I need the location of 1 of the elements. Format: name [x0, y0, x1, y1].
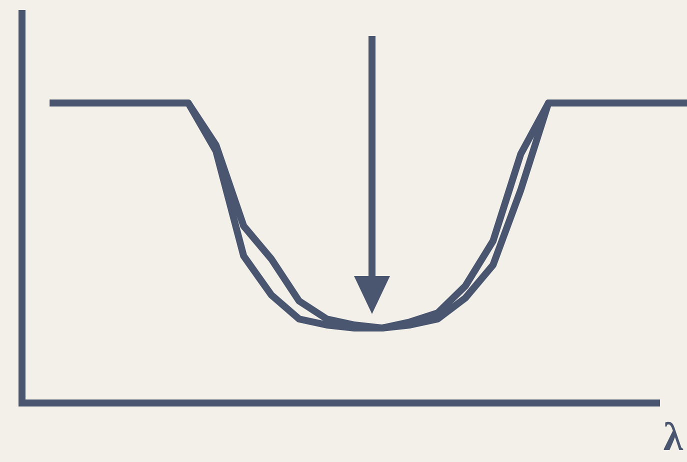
- x-axis-title: λ: [663, 413, 683, 460]
